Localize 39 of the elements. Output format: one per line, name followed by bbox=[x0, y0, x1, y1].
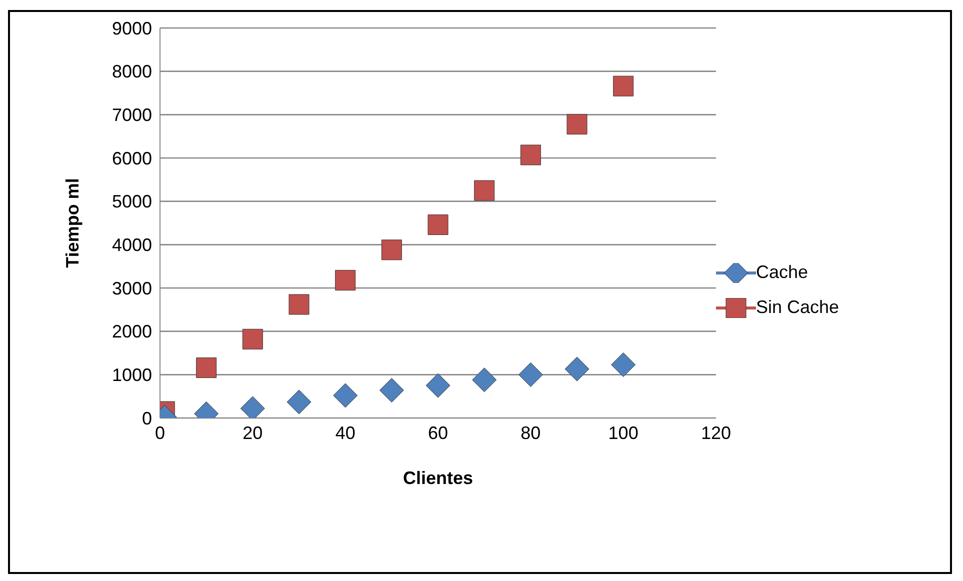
point bbox=[472, 368, 497, 392]
point bbox=[426, 373, 450, 398]
point bbox=[564, 356, 590, 382]
point bbox=[196, 357, 217, 378]
x-tick-label: 60 bbox=[428, 422, 448, 443]
y-tick-label: 5000 bbox=[112, 192, 152, 212]
point bbox=[286, 390, 312, 414]
point bbox=[335, 270, 356, 290]
y-tick-label: 2000 bbox=[112, 322, 152, 342]
point bbox=[242, 328, 263, 350]
point bbox=[428, 214, 448, 235]
legend-label: Sin Cache bbox=[756, 297, 840, 318]
x-tick-label: 0 bbox=[154, 422, 166, 443]
y-tick-label: 1000 bbox=[112, 365, 152, 386]
point bbox=[611, 352, 636, 377]
x-tick-label: 80 bbox=[520, 422, 541, 443]
point bbox=[381, 240, 402, 260]
x-tick-label: 100 bbox=[608, 422, 638, 443]
x-tick-label: 120 bbox=[700, 422, 732, 443]
point bbox=[520, 144, 541, 166]
x-axis-title: Clientes bbox=[402, 468, 474, 488]
point bbox=[288, 294, 310, 315]
y-tick-label: 8000 bbox=[112, 62, 152, 82]
legend-label: Cache bbox=[756, 262, 808, 283]
point bbox=[333, 383, 358, 408]
point bbox=[379, 378, 404, 403]
x-tick-label: 20 bbox=[242, 422, 263, 443]
y-tick-label: 3000 bbox=[112, 278, 152, 298]
x-tick-label: 40 bbox=[335, 422, 356, 443]
point bbox=[613, 76, 634, 96]
y-tick-label: 7000 bbox=[112, 105, 152, 126]
y-tick-label: 6000 bbox=[112, 148, 152, 168]
y-tick-label: 9000 bbox=[112, 18, 152, 38]
y-axis-title: Tiempo ml bbox=[62, 178, 82, 268]
y-tick-label: 0 bbox=[142, 408, 152, 428]
y-tick-label: 4000 bbox=[112, 235, 152, 256]
point bbox=[518, 362, 543, 387]
point bbox=[474, 180, 495, 201]
point bbox=[566, 114, 588, 134]
